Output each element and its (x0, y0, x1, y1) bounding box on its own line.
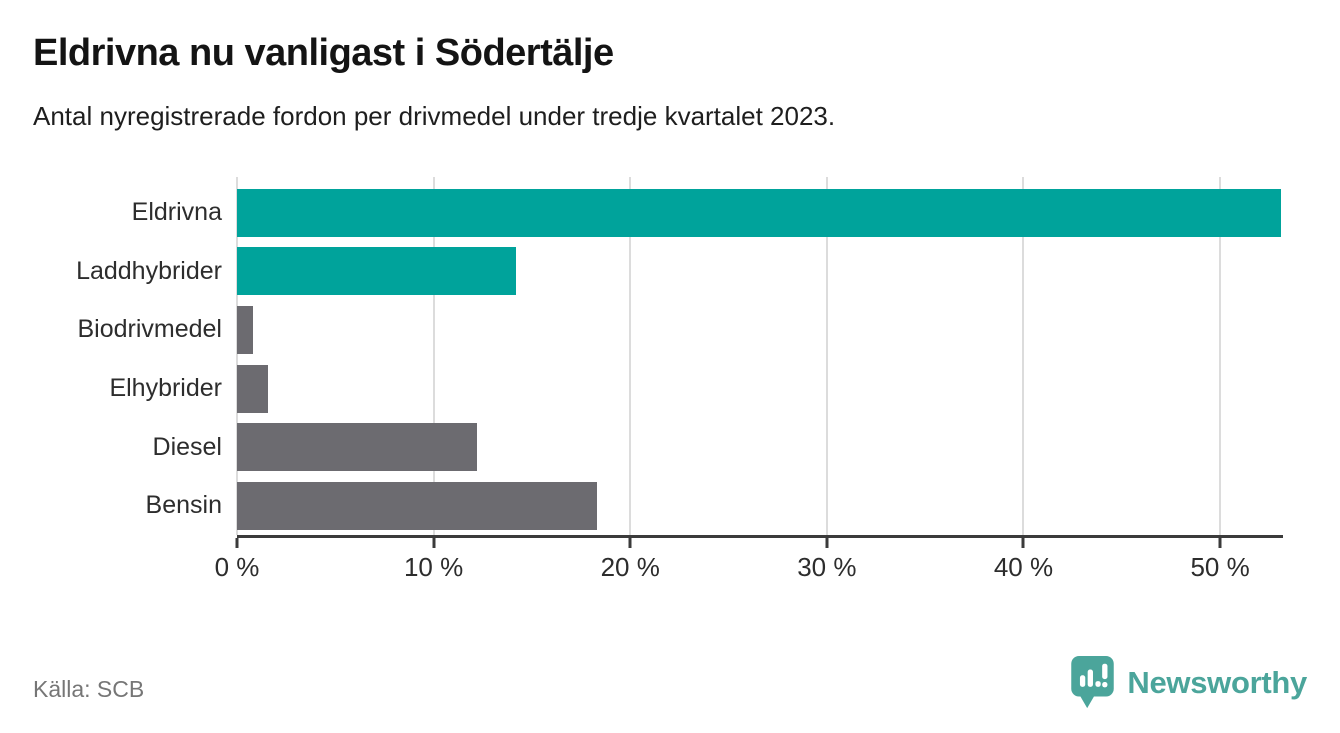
axis-tick (235, 538, 239, 549)
chart-row: Eldrivna (0, 183, 1283, 242)
plot-area: Eldrivna Laddhybrider Biodrivmedel Elhybrid… (0, 177, 1283, 583)
bar-bensin (237, 481, 597, 530)
bar-track (237, 188, 1283, 237)
newsworthy-badge-icon (1071, 655, 1115, 709)
axis-tick (825, 538, 829, 549)
x-axis: 0 % 10 % 20 % 30 % 40 % 50 % (215, 535, 1283, 583)
gridline (629, 177, 632, 536)
bar-laddhybrider (237, 247, 517, 296)
bar-track (237, 481, 1283, 530)
bar-track (237, 247, 1283, 296)
bar-elhybrider (237, 364, 269, 413)
chart-row: Bensin (0, 477, 1283, 536)
category-label: Eldrivna (131, 198, 222, 227)
bar-diesel (237, 423, 477, 472)
category-label: Elhybrider (109, 374, 222, 403)
chart-title: Eldrivna nu vanligast i Södertälje (33, 32, 614, 74)
category-label: Bensin (145, 491, 222, 520)
axis-tick (432, 538, 436, 549)
gridline (1219, 177, 1222, 536)
newsworthy-logo: Newsworthy (1069, 655, 1307, 711)
chart-header: Eldrivna nu vanligast i Södertälje Antal… (0, 0, 1340, 133)
gridline (1022, 177, 1025, 536)
axis-tick-label: 30 % (797, 552, 857, 583)
axis-tick (628, 538, 632, 549)
category-label: Biodrivmedel (77, 315, 222, 344)
axis-tick (1021, 538, 1025, 549)
gridline (236, 177, 238, 536)
chart-subtitle: Antal nyregistrerade fordon per drivmede… (33, 100, 836, 131)
gridline (825, 177, 828, 536)
source-caption: Källa: SCB (33, 676, 145, 702)
chart-row: Diesel (0, 418, 1283, 477)
category-label: Diesel (152, 432, 222, 461)
bar-track (237, 423, 1283, 472)
bar-eldrivna (237, 188, 1282, 237)
axis-tick-label: 20 % (600, 552, 660, 583)
chart-row: Elhybrider (0, 359, 1283, 418)
gridline (432, 177, 435, 536)
chart-row: Biodrivmedel (0, 301, 1283, 360)
newsworthy-wordmark: Newsworthy (1127, 665, 1307, 700)
bar-track (237, 364, 1283, 413)
chart-row: Laddhybrider (0, 242, 1283, 301)
bar-track (237, 305, 1283, 354)
axis-tick-label: 40 % (993, 552, 1054, 583)
category-label: Laddhybrider (76, 256, 222, 285)
axis-tick-label: 0 % (214, 552, 260, 583)
bar-rows: Eldrivna Laddhybrider Biodrivmedel Elhybrid… (0, 183, 1283, 535)
gridlines (236, 177, 1283, 536)
bar-biodrivmedel (237, 305, 253, 354)
axis-tick (1218, 538, 1222, 549)
axis-tick-label: 10 % (403, 552, 464, 583)
axis-tick-label: 50 % (1190, 552, 1250, 583)
